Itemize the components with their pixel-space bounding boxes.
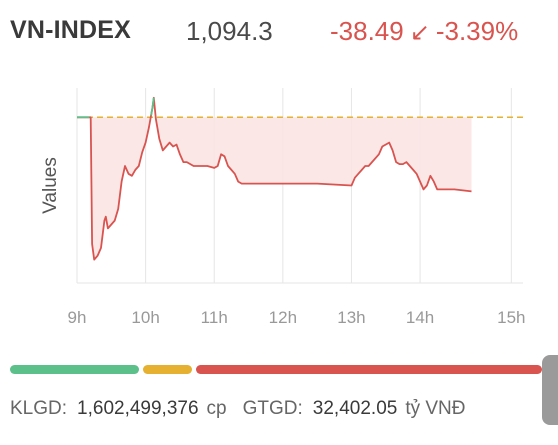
price-line <box>77 96 472 261</box>
x-tick-label: 11h <box>201 308 228 327</box>
x-tick-label: 12h <box>269 308 297 327</box>
x-tick-label: 15h <box>497 308 525 327</box>
value-unit: tỷ VNĐ <box>405 398 466 419</box>
volume-unit: cp <box>206 398 227 419</box>
intraday-chart[interactable]: Values 9h 10h 11h 12h 13h 14h 15h <box>0 0 558 340</box>
x-tick-label: 14h <box>406 308 434 327</box>
x-tick-label: 9h <box>68 308 87 327</box>
volume-value: 1,602,499,376 <box>77 398 199 419</box>
index-value: 1,094.3 <box>186 16 273 46</box>
trading-summary: KLGD: 1,602,499,376 cp GTGD: 32,402.05 tỷ VNĐ <box>10 398 558 420</box>
arrow-down-left-icon: ↙ <box>409 19 430 46</box>
price-line-up-segment <box>150 97 155 116</box>
x-axis-ticks: 9h 10h 11h 12h 13h 14h 15h <box>68 308 526 327</box>
breadth-flat-segment <box>143 365 193 374</box>
chart-area-fill <box>77 117 472 260</box>
breadth-up-segment <box>10 365 139 374</box>
value-label: GTGD: <box>242 398 303 419</box>
x-tick-label: 13h <box>337 308 365 327</box>
index-change: -38.49 ↙ -3.39% <box>330 16 518 47</box>
x-tick-label: 10h <box>131 308 159 327</box>
breadth-down-segment <box>196 365 542 374</box>
scrollbar-thumb[interactable] <box>542 355 558 425</box>
value-value: 32,402.05 <box>312 398 398 419</box>
index-name[interactable]: VN-INDEX <box>10 16 132 44</box>
y-axis-label: Values <box>40 157 61 214</box>
market-breadth-bar <box>10 365 542 374</box>
volume-label: KLGD: <box>10 398 68 419</box>
index-header: VN-INDEX 1,094.3 -38.49 ↙ -3.39% <box>10 14 558 54</box>
change-percent: -3.39% <box>435 16 519 46</box>
change-points: -38.49 <box>330 16 404 46</box>
